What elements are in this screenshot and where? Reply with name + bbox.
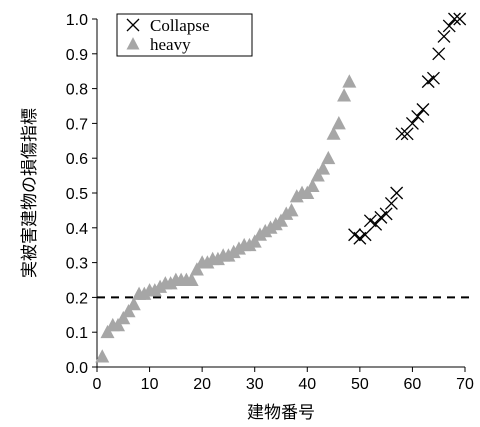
point-heavy [95, 349, 110, 363]
point-collapse [405, 116, 419, 130]
point-heavy [321, 150, 336, 165]
y-tick-label: 0.7 [66, 116, 88, 133]
x-stroke [363, 214, 377, 228]
x-tick-label: 40 [298, 376, 316, 393]
legend-label: Collapse [150, 16, 210, 35]
point-heavy [326, 126, 341, 140]
x-stroke [384, 196, 398, 210]
x-ticks: 0 10 20 30 40 50 60 70 [93, 367, 474, 393]
x-stroke [437, 29, 451, 43]
point-heavy [331, 116, 346, 130]
x-stroke [379, 207, 393, 221]
x-stroke [395, 127, 409, 141]
series-collapse [348, 12, 467, 245]
point-heavy [300, 185, 315, 199]
point-collapse [453, 12, 467, 26]
x-tick-label: 20 [193, 376, 211, 393]
point-collapse [432, 47, 446, 61]
point-heavy [100, 324, 115, 339]
point-heavy [342, 74, 357, 88]
point-heavy [274, 213, 288, 227]
point-heavy [116, 310, 131, 325]
x-stroke [411, 109, 425, 123]
point-heavy [337, 88, 352, 102]
x-tick-label: 60 [404, 376, 422, 393]
x-tick-label: 50 [351, 376, 369, 393]
point-collapse [416, 103, 430, 116]
y-tick-label: 0.9 [66, 47, 88, 64]
x-stroke [369, 217, 383, 231]
y-tick-label: 0.5 [66, 186, 88, 203]
point-heavy [121, 303, 136, 318]
x-tick-label: 70 [456, 376, 474, 393]
y-tick-label: 0.3 [66, 256, 88, 273]
point-heavy [316, 161, 331, 175]
legend-marker-heavy [126, 37, 140, 50]
x-stroke [358, 228, 372, 242]
point-collapse [411, 109, 425, 123]
x-tick-label: 10 [141, 376, 159, 393]
legend-label: heavy [150, 35, 191, 54]
x-stroke [442, 19, 456, 33]
y-tick-label: 0.6 [66, 151, 88, 168]
point-collapse [437, 29, 451, 43]
x-stroke [432, 47, 446, 61]
point-heavy [111, 317, 126, 332]
point-collapse [448, 12, 461, 26]
x-stroke [126, 18, 140, 32]
point-collapse [379, 207, 393, 221]
axes [96, 19, 465, 368]
y-tick-label: 0.4 [66, 221, 88, 238]
x-stroke [426, 71, 440, 85]
point-heavy [126, 297, 141, 311]
point-collapse [358, 228, 372, 242]
y-tick-label: 0.1 [66, 325, 88, 342]
x-stroke [348, 228, 362, 242]
x-stroke [400, 127, 414, 141]
point-heavy [310, 168, 325, 182]
x-stroke [448, 12, 461, 26]
x-axis-title: 建物番号 [247, 403, 315, 423]
y-tick-label: 0.2 [66, 290, 88, 307]
y-tick-label: 0.0 [66, 360, 88, 377]
point-collapse [400, 127, 414, 141]
point-collapse [426, 71, 440, 85]
x-tick-label: 30 [246, 376, 264, 393]
data-points [95, 12, 467, 363]
x-stroke [416, 103, 430, 116]
point-heavy [189, 262, 204, 276]
point-collapse [395, 127, 409, 141]
x-stroke [453, 12, 467, 26]
point-heavy [247, 234, 262, 248]
series-heavy [95, 74, 357, 363]
point-heavy [284, 203, 299, 217]
point-heavy [184, 272, 199, 286]
y-tick-label: 0.8 [66, 82, 88, 99]
x-tick-label: 0 [93, 376, 102, 393]
point-collapse [390, 186, 404, 200]
legend-marker-collapse [126, 18, 140, 32]
point-collapse [442, 19, 456, 33]
point-collapse [369, 217, 383, 231]
point-heavy [305, 178, 320, 192]
y-ticks: 0.0 0.1 0.2 0.3 0.4 0.5 0.6 0.7 0.8 0.9 1.0 [66, 12, 97, 377]
point-collapse [384, 196, 398, 210]
x-stroke [390, 186, 404, 200]
y-tick-label: 1.0 [66, 12, 88, 29]
legend-box [116, 13, 253, 57]
x-stroke [405, 116, 419, 130]
y-axis-title: 実被害建物の損傷指標 [20, 108, 40, 278]
